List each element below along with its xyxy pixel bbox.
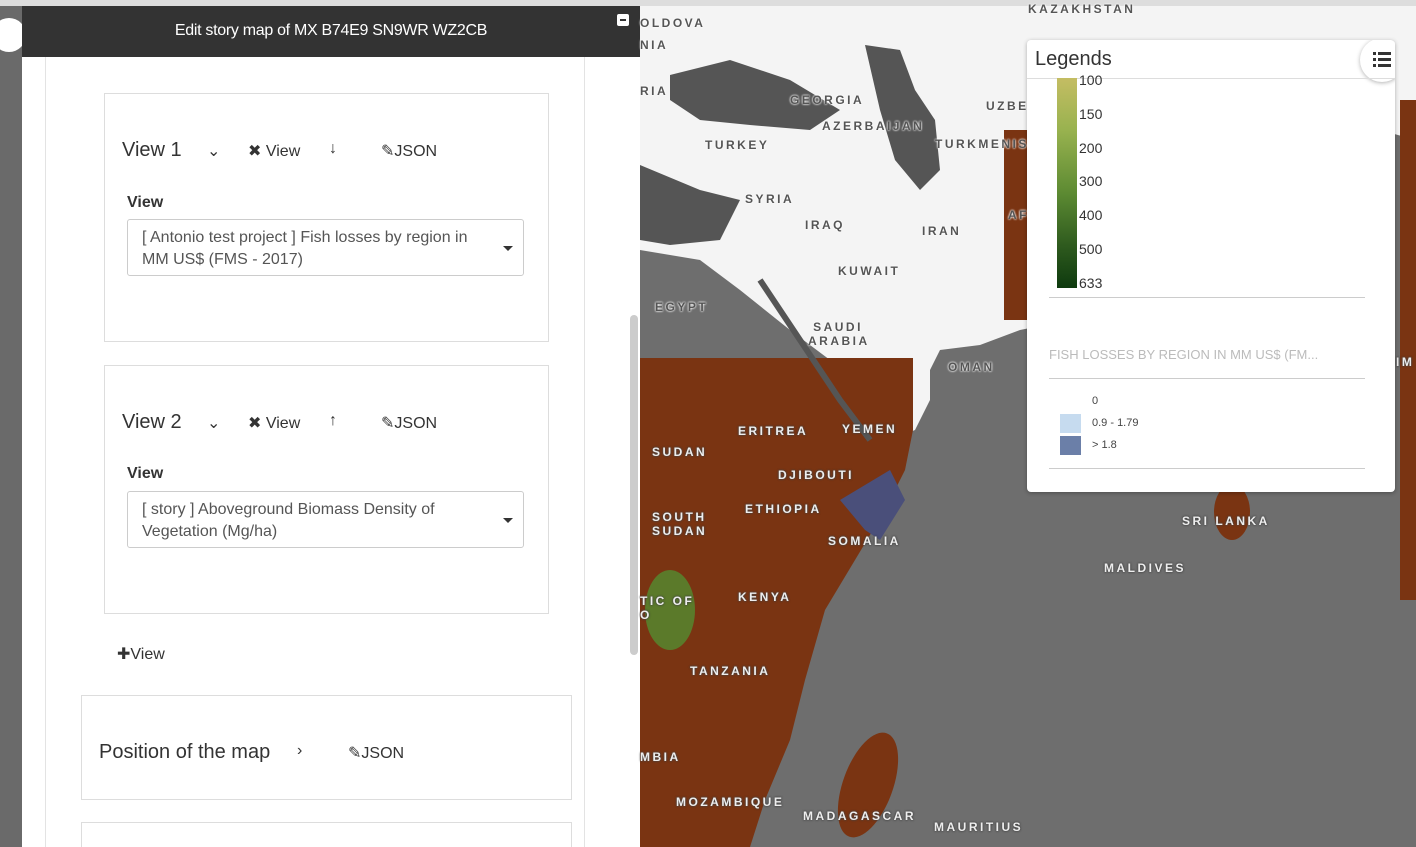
- button-text: View: [265, 415, 301, 432]
- button-text: JSON: [361, 745, 405, 762]
- legend-toggle[interactable]: [1360, 40, 1395, 82]
- map-label: KUWAIT: [838, 264, 901, 278]
- gradient-tick: 150: [1079, 105, 1103, 122]
- layer-title: FISH LOSSES BY REGION IN MM US$ (FM...: [1049, 347, 1319, 362]
- gradient-tick: 400: [1079, 207, 1103, 224]
- map-label: SOMALIA: [828, 534, 901, 548]
- map-label: TURKEY: [705, 138, 770, 152]
- map-label: OLDOVA: [640, 16, 706, 30]
- divider: [1027, 78, 1395, 79]
- location-button[interactable]: [0, 18, 26, 52]
- panel-header: Edit story map of MX B74E9 SN9WR WZ2CB: [22, 6, 640, 57]
- move-up-button[interactable]: ↑: [329, 412, 337, 429]
- view-card: View 2 ⌄ ✖ View ↑ ✎JSON View [ story ] A…: [104, 365, 549, 614]
- map-label: SOUTH SUDAN: [652, 510, 708, 538]
- position-card: Position of the map › ✎JSON: [81, 695, 572, 800]
- map-label: ERITREA: [738, 424, 809, 438]
- map-label: IRAN: [922, 224, 962, 238]
- map-label: EGYPT: [655, 300, 709, 314]
- legend-swatch: [1060, 414, 1081, 433]
- gradient-tick: 200: [1079, 139, 1103, 156]
- scrollbar[interactable]: [630, 315, 638, 655]
- button-text: JSON: [394, 143, 438, 160]
- remove-view-button[interactable]: ✖ View: [248, 143, 301, 160]
- map-label: RIA: [640, 84, 669, 98]
- map-label: ETHIOPIA: [745, 502, 822, 516]
- gradient-tick: 300: [1079, 173, 1103, 190]
- view-select[interactable]: [ Antonio test project ] Fish losses by …: [127, 219, 524, 276]
- gradient-tick: 633: [1079, 274, 1103, 291]
- map-label: DJIBOUTI: [778, 468, 855, 482]
- map-label: MALDIVES: [1104, 561, 1187, 575]
- map-label: KAZAKHSTAN: [1028, 2, 1136, 16]
- json-button[interactable]: ✎JSON: [348, 745, 405, 762]
- button-text: JSON: [394, 415, 438, 432]
- gradient-tick: 500: [1079, 241, 1103, 257]
- expand-button[interactable]: ›: [297, 742, 303, 759]
- map-label: TURKMENIS: [935, 137, 1029, 151]
- panel-body: [45, 57, 585, 847]
- legend-title: Legends: [1035, 48, 1112, 70]
- caret: [503, 246, 513, 251]
- legend-swatch: [1060, 436, 1081, 455]
- map-label: AZERBAIJAN: [822, 119, 925, 133]
- button-text: View: [130, 646, 165, 663]
- map-label: MADAGASCAR: [803, 809, 916, 823]
- map-label: NIA: [640, 38, 669, 52]
- map-label: UZBE: [986, 99, 1029, 113]
- map-label: SYRIA: [745, 192, 795, 206]
- map-label: SAUDI ARABIA: [808, 320, 870, 348]
- view-label: View 2: [122, 411, 182, 433]
- map-label: YEMEN: [842, 422, 898, 436]
- map-label: IM IM: [1396, 355, 1416, 369]
- select-value: [ story ] Aboveground Biomass Density of…: [142, 501, 435, 540]
- field-label: View: [127, 194, 164, 211]
- select-value: [ Antonio test project ] Fish losses by …: [142, 229, 468, 268]
- button-text: View: [265, 143, 301, 160]
- map-label: AF: [1008, 208, 1029, 222]
- expand-button[interactable]: ⌄: [207, 143, 221, 160]
- add-view-button[interactable]: ✚View: [117, 646, 165, 663]
- minimize-button[interactable]: [617, 14, 629, 26]
- map-label: MOZAMBIQUE: [676, 795, 785, 809]
- next-card: [81, 822, 572, 847]
- divider: [1049, 297, 1365, 298]
- top-strip: [0, 0, 1416, 6]
- map-label: MBIA: [640, 750, 681, 764]
- map-label: TIC OF O: [640, 594, 695, 622]
- legend-item-label: > 1.8: [1092, 439, 1117, 451]
- map-label: KENYA: [738, 590, 792, 604]
- map-label: MAURITIUS: [934, 820, 1024, 834]
- gradient-tick: 100: [1079, 72, 1103, 88]
- view-label: View 1: [122, 139, 182, 161]
- legend-item-label: 0: [1092, 395, 1099, 407]
- divider: [1049, 468, 1365, 469]
- field-label: View: [127, 465, 164, 482]
- panel-title: Edit story map of MX B74E9 SN9WR WZ2CB: [174, 22, 488, 39]
- position-label: Position of the map: [99, 741, 271, 763]
- map-label: OMAN: [948, 360, 995, 374]
- sidebar-strip: [0, 6, 22, 847]
- story-panel: Edit story map of MX B74E9 SN9WR WZ2CB V…: [22, 6, 640, 847]
- map-label: TANZANIA: [690, 664, 771, 678]
- list-icon: [1373, 52, 1391, 67]
- expand-button[interactable]: ⌄: [207, 415, 221, 432]
- map-label: SRI LANKA: [1182, 514, 1270, 528]
- legend-panel: Legends 100 150 200 300 400 500 633 FISH LOSSE…: [1027, 40, 1395, 492]
- divider: [1049, 378, 1365, 379]
- view-select[interactable]: [ story ] Aboveground Biomass Density of…: [127, 491, 524, 548]
- map-label: GEORGIA: [790, 93, 865, 107]
- map-label: IRAQ: [805, 218, 845, 232]
- legend-swatch: [1060, 392, 1081, 411]
- gradient-bar: [1057, 78, 1077, 288]
- json-button[interactable]: ✎JSON: [381, 415, 438, 432]
- view-card: View 1 ⌄ ✖ View ↓ ✎JSON View [ Antonio t…: [104, 93, 549, 342]
- json-button[interactable]: ✎JSON: [381, 143, 438, 160]
- legend-item-label: 0.9 - 1.79: [1092, 417, 1139, 429]
- caret: [503, 518, 513, 523]
- map-label: SUDAN: [652, 445, 708, 459]
- move-down-button[interactable]: ↓: [329, 140, 337, 157]
- remove-view-button[interactable]: ✖ View: [248, 415, 301, 432]
